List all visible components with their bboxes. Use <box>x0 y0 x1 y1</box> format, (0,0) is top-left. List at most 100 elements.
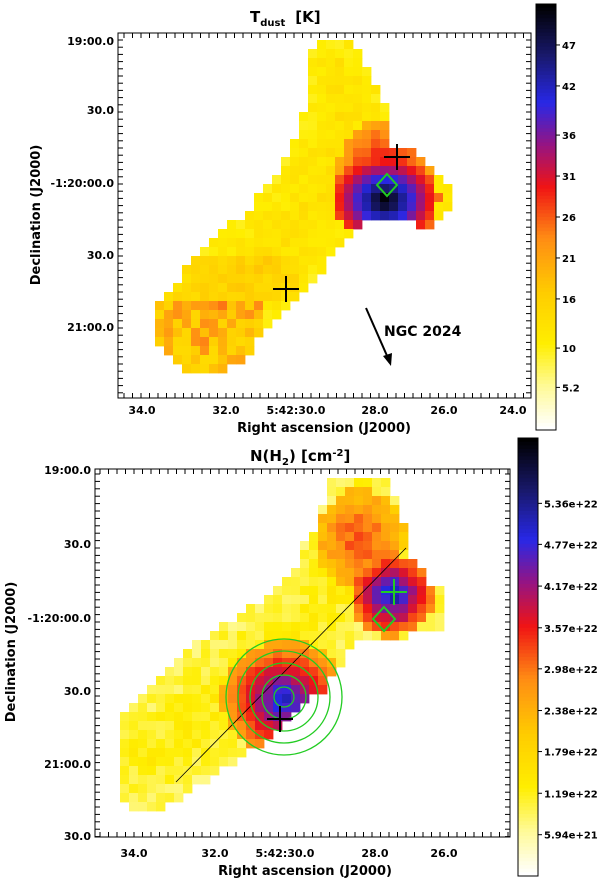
heatmap-cell <box>354 496 364 506</box>
colorbar-segment <box>518 704 538 709</box>
heatmap-cell <box>272 220 282 230</box>
heatmap-cell <box>227 310 237 320</box>
heatmap-cell <box>291 577 301 587</box>
heatmap-cell <box>237 739 247 749</box>
heatmap-cell <box>210 721 220 731</box>
heatmap-cell <box>326 121 336 131</box>
heatmap-cell <box>390 523 400 533</box>
colorbar-segment <box>518 708 538 713</box>
heatmap-cell <box>299 184 309 194</box>
heatmap-cell <box>344 157 354 167</box>
heatmap-cell <box>381 622 391 632</box>
heatmap-cell <box>210 739 220 749</box>
heatmap-cell <box>291 676 301 686</box>
heatmap-cell <box>354 604 364 614</box>
heatmap-cell <box>317 40 327 50</box>
heatmap-cell <box>228 694 238 704</box>
heatmap-cell <box>246 640 256 650</box>
heatmap-cell <box>192 775 202 785</box>
heatmap-cell <box>434 193 444 203</box>
colorbar-segment <box>518 467 538 472</box>
heatmap-cell <box>147 784 157 794</box>
heatmap-cell <box>308 175 318 185</box>
heatmap-cell <box>246 667 256 677</box>
heatmap-cell <box>398 148 408 158</box>
heatmap-cell <box>191 355 201 365</box>
heatmap-cell <box>362 148 372 158</box>
heatmap-cell <box>228 748 238 758</box>
heatmap-cell <box>228 739 238 749</box>
heatmap-cell <box>327 487 337 497</box>
heatmap-cell <box>417 604 427 614</box>
heatmap-cell <box>192 712 202 722</box>
heatmap-cell <box>254 265 264 275</box>
heatmap-cell <box>309 577 319 587</box>
heatmap-cell <box>236 247 246 257</box>
heatmap-cell <box>218 364 228 374</box>
heatmap-cell <box>255 676 265 686</box>
heatmap-cell <box>273 622 283 632</box>
heatmap-cell <box>389 193 399 203</box>
heatmap-cell <box>336 604 346 614</box>
heatmap-cell <box>191 328 201 338</box>
colorbar-segment <box>518 828 538 833</box>
colorbar-segment <box>536 405 556 410</box>
heatmap-cell <box>300 568 310 578</box>
colorbar-tick-label: 42 <box>562 82 576 93</box>
heatmap-cell <box>381 532 391 542</box>
heatmap-cell <box>362 121 372 131</box>
nh2-colorbar-frame <box>517 437 539 877</box>
heatmap-cell <box>318 676 328 686</box>
heatmap-cell <box>218 310 228 320</box>
heatmap-cell <box>209 256 219 266</box>
heatmap-cell <box>389 148 399 158</box>
heatmap-cell <box>363 550 373 560</box>
colorbar-segment <box>536 327 556 332</box>
heatmap-cell <box>192 739 202 749</box>
heatmap-cell <box>219 685 229 695</box>
heatmap-cell <box>183 775 193 785</box>
heatmap-cell <box>272 193 282 203</box>
colorbar-segment <box>536 298 556 303</box>
heatmap-cell <box>372 613 382 623</box>
heatmap-cell <box>345 559 355 569</box>
heatmap-cell <box>120 784 130 794</box>
heatmap-cell <box>390 505 400 515</box>
heatmap-cell <box>120 730 130 740</box>
heatmap-cell <box>254 292 264 302</box>
heatmap-cell <box>272 238 282 248</box>
heatmap-cell <box>147 712 157 722</box>
heatmap-cell <box>245 247 255 257</box>
colorbar-segment <box>536 177 556 183</box>
colorbar-tick-label: 21 <box>562 254 576 265</box>
colorbar-tick-label: 16 <box>562 295 576 306</box>
colorbar-segment <box>518 846 538 852</box>
heatmap-cell <box>237 622 247 632</box>
heatmap-cell <box>309 541 319 551</box>
heatmap-cell <box>381 559 391 569</box>
heatmap-cell <box>371 130 381 140</box>
heatmap-cell <box>174 739 184 749</box>
heatmap-cell <box>326 148 336 158</box>
colorbar-segment <box>536 359 556 364</box>
heatmap-cell <box>372 514 382 524</box>
ngc2024-arrow <box>365 307 389 359</box>
colorbar-segment <box>518 631 538 636</box>
heatmap-cell <box>173 328 183 338</box>
heatmap-cell <box>372 631 382 641</box>
heatmap-cell <box>165 667 175 677</box>
nh2-heatmap <box>120 478 445 812</box>
heatmap-cell <box>228 703 238 713</box>
heatmap-cell <box>245 229 255 239</box>
colorbar-segment <box>536 383 556 388</box>
heatmap-cell <box>183 748 193 758</box>
heatmap-cell <box>327 523 337 533</box>
nh2-ytick: -1:20:00.0 <box>28 612 92 625</box>
heatmap-cell <box>416 211 426 221</box>
colorbar-segment <box>518 521 538 527</box>
heatmap-cell <box>362 193 372 203</box>
tdust-plot-frame <box>117 32 532 399</box>
heatmap-cell <box>327 658 337 668</box>
heatmap-cell <box>245 346 255 356</box>
heatmap-cell <box>308 139 318 149</box>
